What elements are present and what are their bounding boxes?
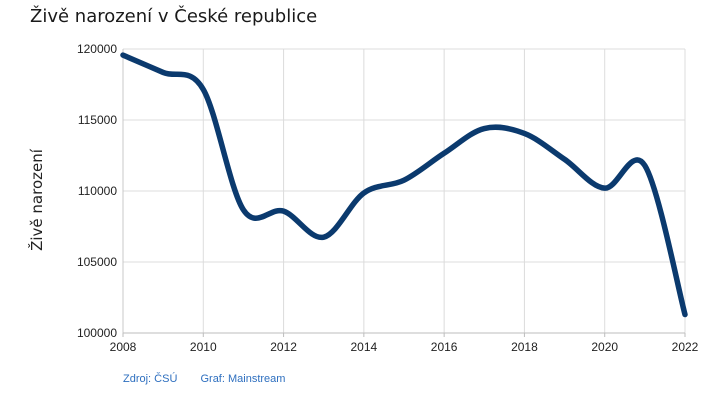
graph-credit[interactable]: Graf: Mainstream [200, 373, 286, 385]
tick-labels: 100000 105000 110000 115000 120000 2008 2010 20… [77, 42, 699, 354]
data-point [321, 234, 327, 240]
y-axis-label: Živě narození [27, 148, 46, 251]
y-tick-label: 120000 [77, 42, 117, 56]
data-point [201, 87, 207, 93]
data-point [401, 177, 407, 183]
x-tick-label: 2018 [511, 340, 538, 354]
x-tick-label: 2008 [110, 340, 137, 354]
data-point [562, 157, 568, 163]
x-tick-label: 2010 [190, 340, 217, 354]
data-point [602, 185, 608, 191]
data-point [241, 207, 247, 213]
data-point [361, 190, 367, 196]
data-point [522, 131, 528, 137]
x-tick-label: 2014 [351, 340, 378, 354]
y-tick-label: 115000 [78, 113, 117, 127]
data-point [281, 208, 287, 214]
data-point [120, 52, 126, 58]
y-tick-label: 100000 [77, 326, 117, 340]
x-tick-label: 2012 [270, 340, 297, 354]
series-line [120, 52, 688, 318]
chart-title: Živě narození v České republice [30, 6, 318, 27]
data-point [682, 312, 688, 318]
y-tick-label: 110000 [78, 184, 117, 198]
chart-footer: Zdroj: ČSÚ Graf: Mainstream [123, 373, 305, 385]
data-point [160, 70, 166, 76]
source-credit[interactable]: Zdroj: ČSÚ [123, 373, 178, 385]
x-tick-label: 2020 [591, 340, 618, 354]
y-tick-label: 105000 [77, 255, 117, 269]
data-point [441, 150, 447, 156]
x-tick-label: 2022 [672, 340, 699, 354]
x-tick-label: 2016 [431, 340, 458, 354]
axes [122, 49, 686, 337]
data-point [482, 126, 488, 132]
series-layer [120, 52, 688, 318]
data-point [642, 163, 648, 169]
